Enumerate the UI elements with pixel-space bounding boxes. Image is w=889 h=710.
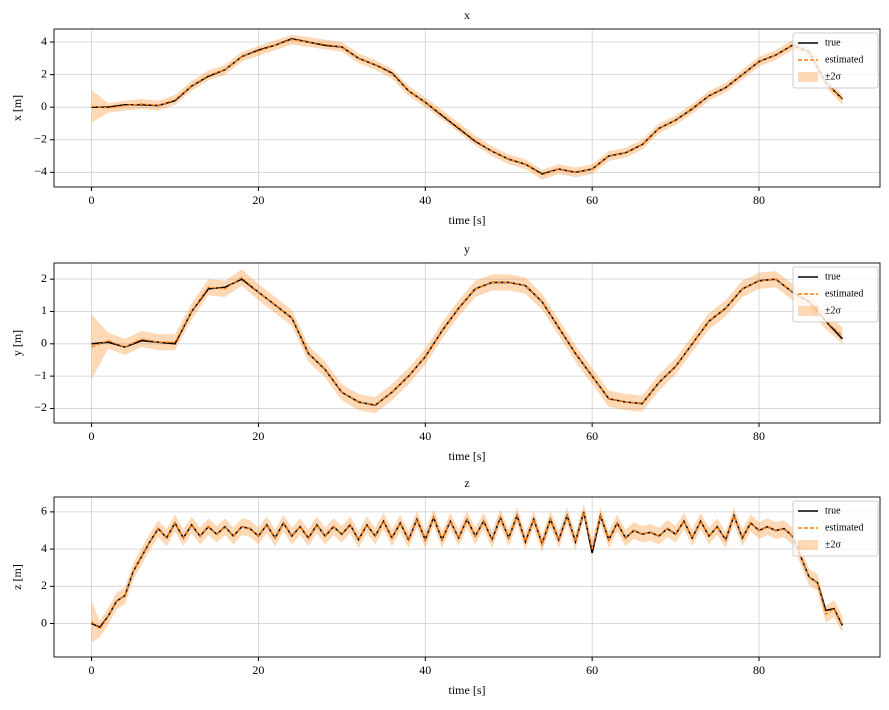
y-axis-label: y [m] xyxy=(10,330,24,356)
legend-label: estimated xyxy=(825,288,863,299)
band xyxy=(91,503,843,643)
legend-label: true xyxy=(825,505,841,516)
y-tick-label: −4 xyxy=(34,164,47,178)
y-tick-label: 0 xyxy=(41,336,47,350)
x-tick-label: 80 xyxy=(753,429,765,443)
legend-swatch xyxy=(798,306,818,316)
x-tick-label: 40 xyxy=(419,429,431,443)
legend-swatch xyxy=(798,540,818,550)
series-line xyxy=(91,511,844,631)
x-tick-label: 80 xyxy=(753,663,765,677)
x-tick-label: 20 xyxy=(252,193,264,207)
band xyxy=(91,34,843,180)
band xyxy=(91,269,843,414)
legend-label: estimated xyxy=(825,54,863,65)
panel-title: x xyxy=(464,8,470,22)
y-axis-label: z [m] xyxy=(10,564,24,590)
x-tick-label: 0 xyxy=(89,663,95,677)
y-tick-label: −2 xyxy=(34,132,47,146)
legend-label: ±2σ xyxy=(825,71,841,82)
y-tick-label: 4 xyxy=(41,34,47,48)
legend-label: true xyxy=(825,271,841,282)
y-tick-label: 2 xyxy=(41,271,47,285)
y-tick-label: 0 xyxy=(41,615,47,629)
legend-label: estimated xyxy=(825,522,863,533)
plot-area xyxy=(91,269,844,414)
y-tick-label: 4 xyxy=(41,541,47,555)
panel-title: z xyxy=(464,476,469,490)
legend-box xyxy=(792,32,879,89)
series-line xyxy=(91,276,843,406)
y-tick-label: 0 xyxy=(41,99,47,113)
plot-area xyxy=(91,503,844,643)
series-line xyxy=(91,37,844,175)
y-tick-label: 1 xyxy=(41,303,47,317)
series-line xyxy=(91,38,843,176)
y-tick-label: 2 xyxy=(41,66,47,80)
legend-label: ±2σ xyxy=(825,305,841,316)
legend-box xyxy=(792,266,879,323)
axes-frame xyxy=(53,496,881,658)
plot-area xyxy=(91,34,844,180)
x-tick-label: 80 xyxy=(753,193,765,207)
x-axis-label: time [s] xyxy=(449,449,486,463)
x-axis-label: time [s] xyxy=(449,213,486,227)
x-axis-label: time [s] xyxy=(449,683,486,697)
x-tick-label: 0 xyxy=(89,193,95,207)
x-tick-label: 40 xyxy=(419,663,431,677)
x-tick-label: 20 xyxy=(252,663,264,677)
x-tick-label: 0 xyxy=(89,429,95,443)
x-tick-label: 60 xyxy=(586,193,598,207)
y-tick-label: 6 xyxy=(41,504,47,518)
legend-swatch xyxy=(798,72,818,82)
axes-frame xyxy=(53,262,881,424)
x-tick-label: 20 xyxy=(252,429,264,443)
panel-title: y xyxy=(464,242,470,256)
legend-label: true xyxy=(825,37,841,48)
y-axis-label: x [m] xyxy=(10,95,24,121)
x-tick-label: 60 xyxy=(586,663,598,677)
x-tick-label: 60 xyxy=(586,429,598,443)
y-tick-label: −2 xyxy=(34,400,47,414)
y-tick-label: −1 xyxy=(34,368,47,382)
x-tick-label: 40 xyxy=(419,193,431,207)
axes-frame xyxy=(53,28,881,188)
legend-label: ±2σ xyxy=(825,539,841,550)
legend-box xyxy=(792,500,879,557)
y-tick-label: 2 xyxy=(41,578,47,592)
